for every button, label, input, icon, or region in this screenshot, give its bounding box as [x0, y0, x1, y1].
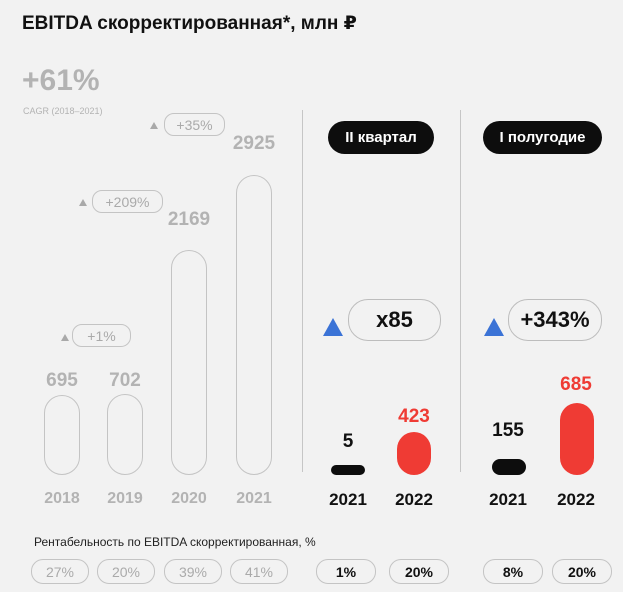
growth-badge: +343%: [508, 299, 602, 341]
bar: [44, 395, 80, 475]
bar-value-label: 702: [109, 370, 141, 391]
bar-value-label: 695: [46, 370, 78, 391]
bar-value-label: 2925: [232, 133, 276, 154]
up-triangle-icon: [150, 122, 158, 129]
period-label-h1: I полугодие: [483, 121, 602, 154]
bar-value-label: 2169: [167, 209, 211, 230]
up-triangle-icon: [61, 334, 69, 341]
margin-pill: 20%: [389, 559, 449, 584]
bar-value-label: 685: [560, 374, 592, 395]
x-tick-label: 2021: [329, 490, 367, 509]
bar: [171, 249, 207, 475]
bar: [236, 175, 272, 475]
bar: [397, 432, 431, 475]
bar-value-label: 155: [492, 420, 524, 441]
up-triangle-icon: [323, 318, 343, 336]
chart-title: EBITDA скорректированная*, млн ₽: [22, 13, 357, 34]
margin-pill: 27%: [31, 559, 89, 584]
cagr-value: +61%: [22, 64, 100, 97]
up-triangle-icon: [79, 199, 87, 206]
x-tick-label: 2018: [44, 490, 80, 507]
bar-value-label: 423: [398, 406, 430, 427]
separator-line: [302, 110, 303, 472]
margin-pill: 20%: [552, 559, 612, 584]
x-tick-label: 2022: [395, 490, 433, 509]
margin-pill: 1%: [316, 559, 376, 584]
margin-pill: 41%: [230, 559, 288, 584]
bar: [560, 403, 594, 475]
growth-badge: x85: [348, 299, 441, 341]
x-tick-label: 2022: [557, 490, 595, 509]
separator-line: [460, 110, 461, 472]
bar: [107, 394, 143, 475]
margin-pill: 39%: [164, 559, 222, 584]
margin-pill: 8%: [483, 559, 543, 584]
x-tick-label: 2020: [171, 490, 207, 507]
x-tick-label: 2019: [107, 490, 143, 507]
period-label-q2: II квартал: [328, 121, 434, 154]
bar-value-label: 5: [342, 431, 354, 452]
margin-title: Рентабельность по EBITDA скорректированн…: [34, 535, 316, 549]
growth-pill: +1%: [72, 324, 131, 347]
x-tick-label: 2021: [236, 490, 272, 507]
x-tick-label: 2021: [489, 490, 527, 509]
cagr-label: CAGR (2018–2021): [23, 106, 103, 116]
up-triangle-icon: [484, 318, 504, 336]
growth-pill: +35%: [164, 113, 225, 136]
bar: [331, 465, 365, 475]
margin-pill: 20%: [97, 559, 155, 584]
bar: [492, 458, 526, 475]
growth-pill: +209%: [92, 190, 163, 213]
